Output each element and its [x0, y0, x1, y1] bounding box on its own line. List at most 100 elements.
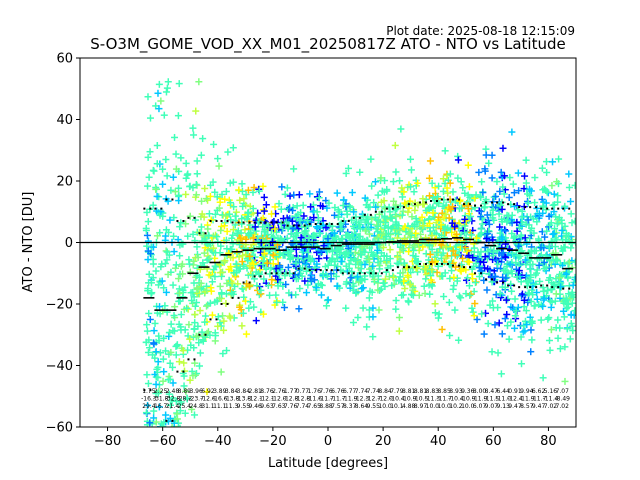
scatter-point: [266, 291, 274, 299]
scatter-point: [401, 199, 409, 207]
scatter-point: [196, 307, 204, 315]
scatter-point: [276, 263, 284, 271]
scatter-point: [310, 276, 318, 284]
scatter-point: [144, 401, 152, 409]
scatter-point: [398, 184, 406, 192]
scatter-point: [158, 260, 166, 268]
scatter-point: [229, 144, 237, 152]
scatter-point: [165, 390, 173, 398]
scatter-point: [401, 285, 409, 293]
scatter-point: [214, 313, 222, 321]
scatter-point: [533, 295, 541, 303]
scatter-point: [262, 201, 270, 209]
scatter-point: [219, 312, 227, 320]
scatter-point: [150, 340, 158, 348]
scatter-point: [307, 218, 315, 226]
scatter-point: [213, 233, 221, 241]
scatter-point: [171, 133, 179, 141]
scatter-point: [247, 281, 255, 289]
scatter-point: [539, 374, 547, 382]
scatter-point: [226, 179, 234, 187]
scatter-point: [446, 275, 454, 283]
scatter-point: [521, 172, 529, 180]
scatter-point: [473, 315, 481, 323]
scatter-point: [169, 379, 177, 387]
scatter-point: [428, 179, 436, 187]
scatter-point: [369, 262, 377, 270]
scatter-point: [302, 289, 310, 297]
scatter-point: [380, 197, 388, 205]
scatter-point: [374, 191, 382, 199]
scatter-point: [175, 197, 183, 205]
scatter-point: [179, 240, 187, 248]
scatter-point: [323, 204, 331, 212]
scatter-point: [166, 359, 174, 367]
scatter-point: [160, 334, 168, 342]
scatter-point: [185, 321, 193, 329]
scatter-point: [567, 244, 575, 252]
scatter-point: [465, 251, 473, 259]
scatter-point: [568, 264, 576, 272]
scatter-point: [150, 327, 158, 335]
scatter-point: [370, 199, 378, 207]
x-axis: −80 −60 −40 −20 0 20 40 60 80: [94, 427, 557, 449]
scatter-point: [425, 216, 433, 224]
scatter-point: [205, 210, 213, 218]
scatter-point: [442, 254, 450, 262]
scatter-point: [455, 336, 463, 344]
scatter-point: [229, 231, 237, 239]
scatter-point: [419, 243, 427, 251]
scatter-point: [150, 414, 158, 422]
scatter-point: [162, 411, 170, 419]
scatter-point: [175, 358, 183, 366]
scatter-point: [154, 358, 162, 366]
scatter-point: [245, 231, 253, 239]
scatter-point: [146, 344, 154, 352]
scatter-point: [225, 249, 233, 257]
scatter-point: [535, 235, 543, 243]
y-tick-label: 20: [56, 175, 73, 190]
scatter-point: [150, 167, 158, 175]
scatter-point: [194, 332, 202, 340]
scatter-point: [505, 335, 513, 343]
scatter-point: [202, 312, 210, 320]
scatter-point: [288, 217, 296, 225]
scatter-point: [182, 174, 190, 182]
scatter-point: [170, 232, 178, 240]
scatter-point: [396, 202, 404, 210]
scatter-point: [160, 284, 168, 292]
scatter-point: [542, 158, 550, 166]
scatter-point: [518, 213, 526, 221]
scatter-point: [156, 303, 164, 311]
scatter-point: [194, 253, 202, 261]
scatter-point: [342, 169, 350, 177]
scatter-point: [192, 107, 200, 115]
scatter-point: [408, 291, 416, 299]
scatter-point: [257, 249, 265, 257]
scatter-point: [369, 304, 377, 312]
scatter-point: [221, 195, 229, 203]
scatter-point: [143, 208, 151, 216]
scatter-point: [231, 212, 239, 220]
scatter-point: [160, 368, 168, 376]
scatter-point: [526, 227, 534, 235]
scatter-point: [169, 363, 177, 371]
scatter-point: [522, 156, 530, 164]
scatter-point: [511, 295, 519, 303]
scatter-point: [223, 279, 231, 287]
scatter-point: [208, 311, 216, 319]
scatter-point: [189, 261, 197, 269]
scatter-point: [480, 330, 488, 338]
scatter-point: [564, 301, 572, 309]
scatter-point: [493, 178, 501, 186]
scatter-point: [191, 311, 199, 319]
scatter-point: [188, 367, 196, 375]
scatter-point: [292, 291, 300, 299]
scatter-point: [484, 265, 492, 273]
scatter-point: [216, 319, 224, 327]
scatter-point: [527, 298, 535, 306]
scatter-point: [223, 245, 231, 253]
scatter-point: [540, 296, 548, 304]
scatter-point: [386, 246, 394, 254]
